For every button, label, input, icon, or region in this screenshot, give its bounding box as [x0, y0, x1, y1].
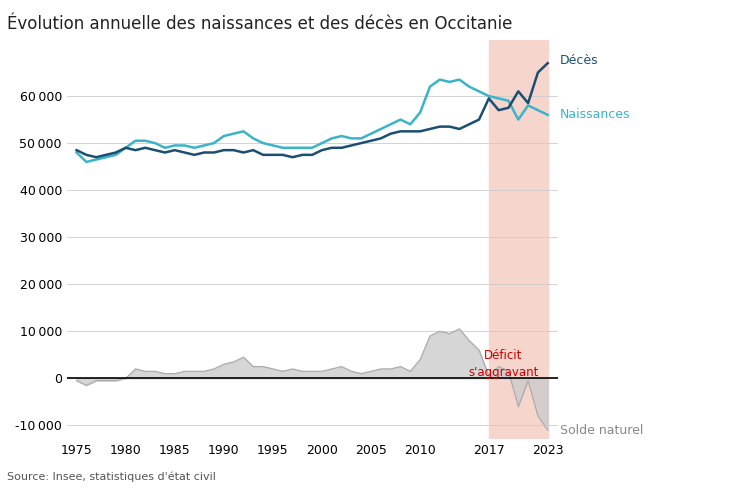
Text: Décès: Décès: [560, 54, 598, 67]
Text: Solde naturel: Solde naturel: [560, 424, 643, 436]
Text: Déficit
s'aggravant: Déficit s'aggravant: [468, 349, 539, 379]
Text: Source: Insee, statistiques d'état civil: Source: Insee, statistiques d'état civil: [7, 472, 216, 482]
Bar: [489, 39, 548, 439]
Text: Naissances: Naissances: [560, 108, 630, 122]
Text: Évolution annuelle des naissances et des décès en Occitanie: Évolution annuelle des naissances et des…: [7, 15, 513, 33]
